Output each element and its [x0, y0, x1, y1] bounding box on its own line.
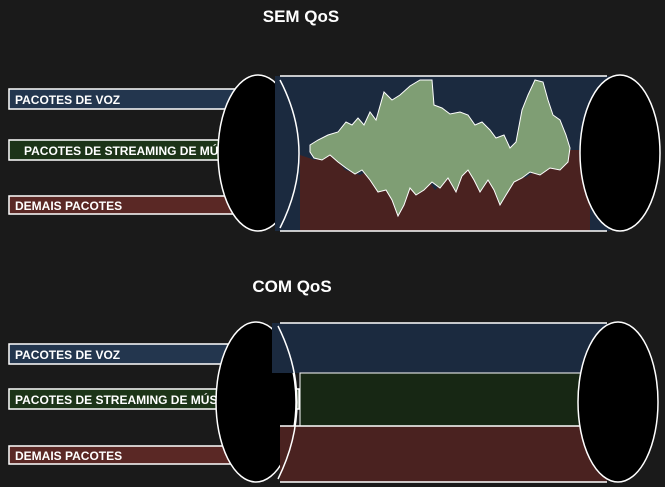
top-streaming-label: PACOTES DE STREAMING DE MÚSICA — [24, 143, 247, 158]
bottom-pipe-body — [272, 322, 607, 483]
top-pipe-exit-cap — [579, 74, 661, 232]
bottom-streaming-label: PACOTES DE STREAMING DE MÚSICA — [15, 392, 238, 407]
bottom-voice-band — [272, 323, 607, 373]
bottom-panel: COM QoS PACOTES DE VOZ PACOTES DE STREAM… — [8, 277, 659, 483]
top-title: SEM QoS — [263, 7, 340, 26]
top-pipe-body — [275, 75, 610, 232]
bottom-streaming-band — [299, 372, 591, 427]
bottom-pipe-exit-cap — [577, 321, 659, 483]
bottom-title: COM QoS — [252, 277, 331, 296]
bottom-voice-label: PACOTES DE VOZ — [15, 348, 120, 362]
top-voice-label: PACOTES DE VOZ — [15, 93, 120, 107]
top-pipe-entry-rim — [279, 79, 300, 229]
bottom-pipe-entry-rim — [277, 325, 298, 480]
top-panel: SEM QoS PACOTES DE VOZ PACOTES DE STREAM… — [8, 7, 661, 232]
top-other-label: DEMAIS PACOTES — [15, 199, 122, 213]
bottom-other-label: DEMAIS PACOTES — [15, 449, 122, 463]
bottom-other-band — [280, 426, 607, 482]
top-streaming-wave — [309, 79, 571, 218]
